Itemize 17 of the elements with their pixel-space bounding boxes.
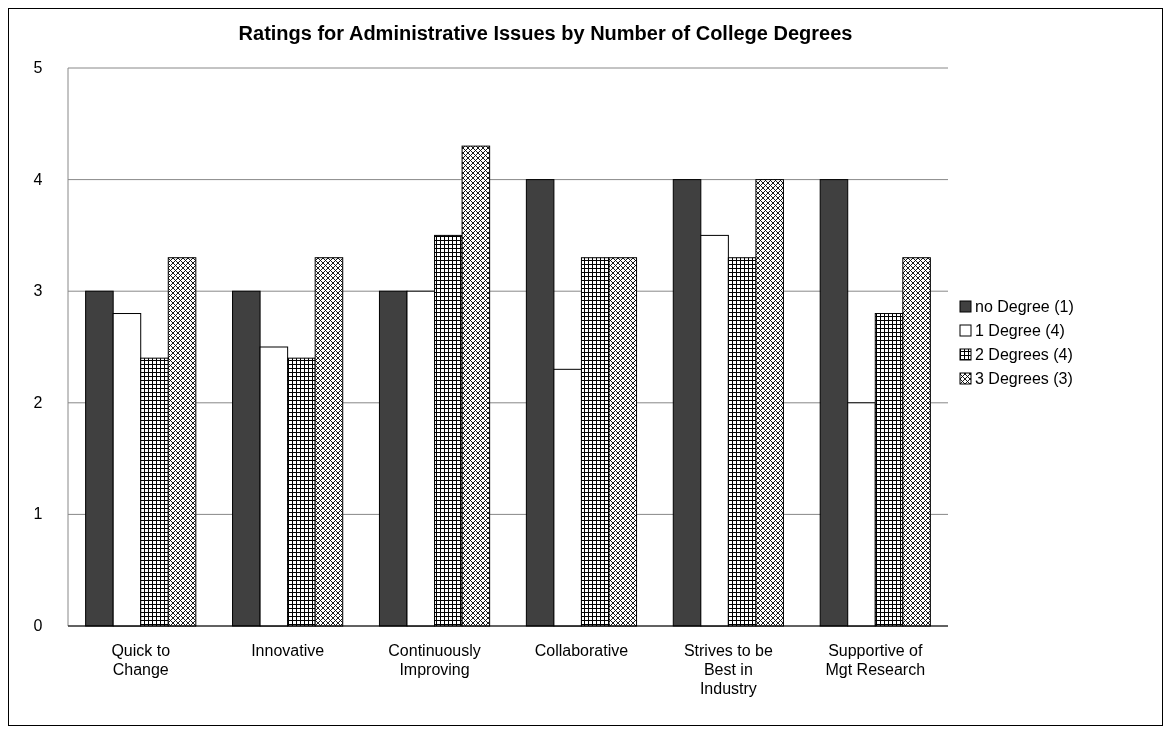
y-tick-label: 3 (33, 282, 43, 300)
legend-label: 2 Degrees (4) (975, 346, 1073, 363)
x-tick-label: Collaborative (534, 642, 629, 659)
chart-title: Ratings for Administrative Issues by Number of College Degrees (238, 22, 853, 44)
y-tick-label: 1 (33, 505, 43, 523)
x-tick-label: Quick to Change (111, 642, 171, 678)
x-tick-label: Continuously Improving (388, 642, 481, 678)
x-tick-label: Innovative (251, 642, 325, 659)
y-tick-label: 0 (33, 617, 43, 634)
y-tick-label: 5 (33, 59, 43, 76)
x-tick-label: Supportive of Mgt Research (825, 642, 926, 678)
y-tick-label: 2 (33, 393, 43, 411)
y-tick-label: 4 (33, 170, 43, 188)
legend-label: 1 Degree (4) (975, 322, 1065, 339)
x-tick-label: Strives to be Best in Industry (683, 642, 773, 697)
legend-label: no Degree (1) (975, 298, 1074, 315)
legend-label: 3 Degrees (3) (975, 370, 1073, 387)
